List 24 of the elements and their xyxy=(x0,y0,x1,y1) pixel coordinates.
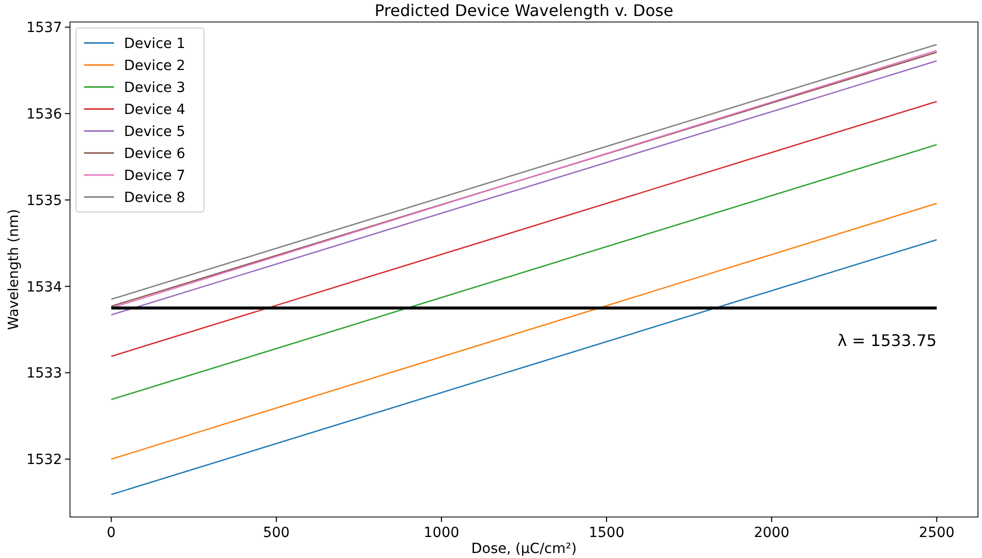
legend-label: Device 3 xyxy=(124,80,186,96)
x-tick-label: 1000 xyxy=(424,525,460,541)
x-tick-label: 1500 xyxy=(588,525,624,541)
ref-line-label: λ = 1533.75 xyxy=(838,330,937,350)
chart-title: Predicted Device Wavelength v. Dose xyxy=(374,1,674,20)
y-tick-label: 1537 xyxy=(26,20,62,36)
y-axis-title: Wavelength (nm) xyxy=(6,209,22,330)
x-tick-label: 2000 xyxy=(754,525,790,541)
y-tick-label: 1534 xyxy=(26,279,62,296)
y-tick-label: 1535 xyxy=(26,192,62,209)
y-tick-label: 1536 xyxy=(26,106,62,123)
legend-label: Device 1 xyxy=(124,36,186,52)
legend-label: Device 5 xyxy=(124,124,186,140)
legend-label: Device 7 xyxy=(124,168,186,184)
x-tick-label: 2500 xyxy=(918,525,955,541)
legend-label: Device 4 xyxy=(124,102,186,118)
legend-label: Device 8 xyxy=(124,190,186,206)
x-axis-title: Dose, (μC/cm²) xyxy=(471,541,577,557)
x-tick-label: 500 xyxy=(262,525,290,541)
legend-label: Device 2 xyxy=(124,58,186,74)
y-tick-label: 1533 xyxy=(26,366,62,382)
y-tick-label: 1532 xyxy=(26,452,62,468)
legend-label: Device 6 xyxy=(124,146,186,162)
x-tick-label: 0 xyxy=(106,525,116,541)
